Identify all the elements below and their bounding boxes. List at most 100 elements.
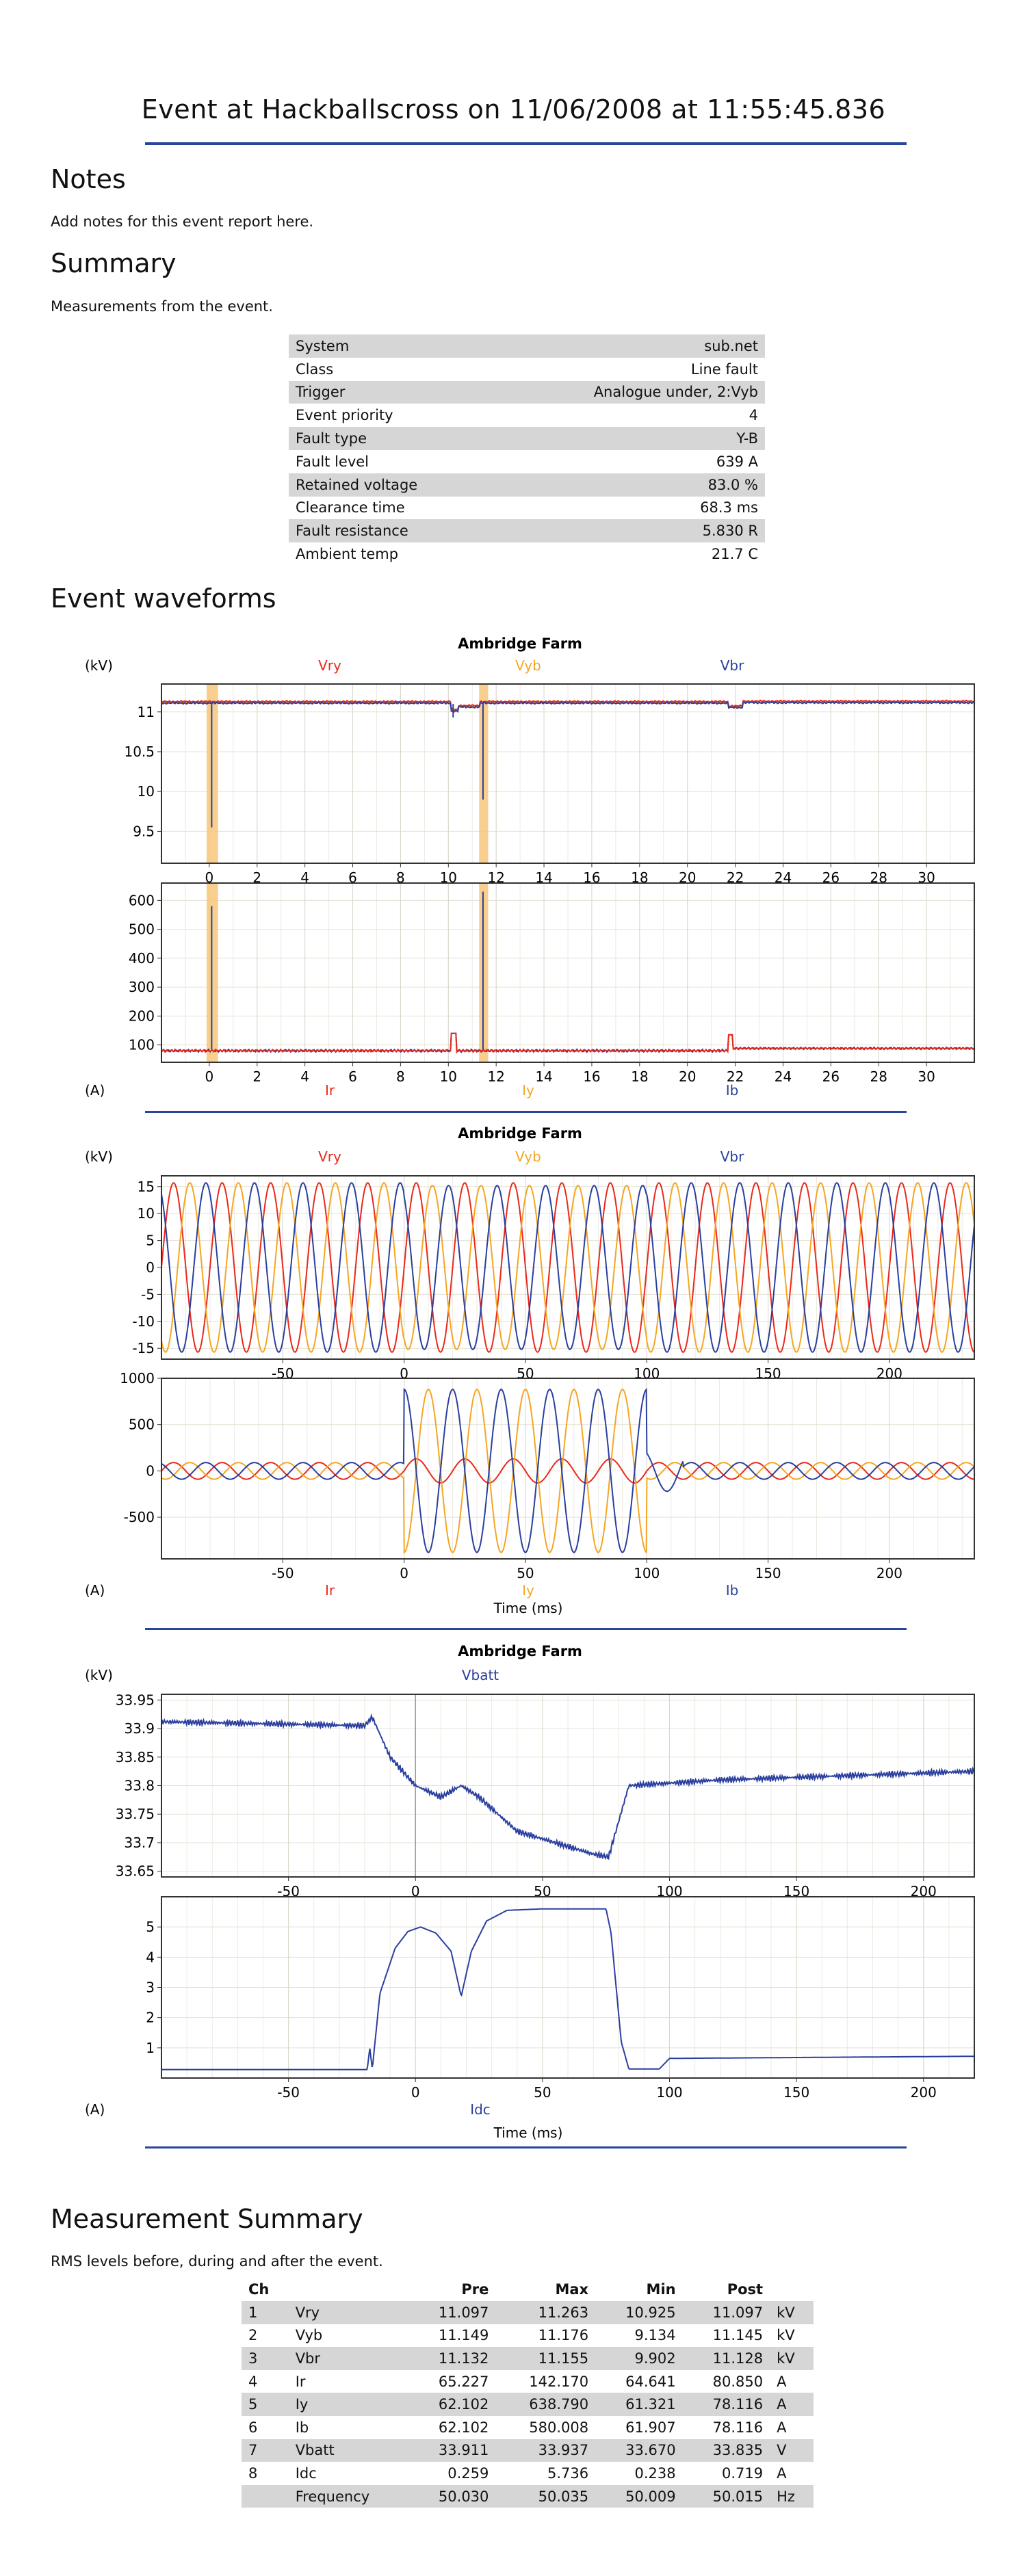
measurement-cell: 5 [242,2393,289,2416]
series-line-vbatt [161,1713,975,1861]
x-tick-label: -50 [272,1565,294,1581]
x-tick-label: 100 [656,2084,682,2101]
summary-label: System [289,334,495,358]
y-tick-label: 0 [146,1259,155,1276]
summary-label: Fault type [289,427,495,450]
y-tick-label: 100 [129,1037,155,1053]
x-tick-label: 2 [252,1068,261,1085]
y-tick-label: 33.95 [116,1692,155,1708]
legend-ib: Ib [726,1582,739,1599]
x-tick-label: 16 [583,1068,600,1085]
x-tick-label: 50 [517,1565,534,1581]
legend-vry: Vry [318,1148,341,1165]
measurement-cell: Vyb [295,2327,323,2344]
measurement-cell: 11.263 [495,2301,596,2324]
legend-iy: Iy [522,1082,534,1099]
measurement-cell: Hz [770,2484,814,2508]
y-tick-label: -10 [132,1313,155,1330]
measurement-cell: A [777,2465,787,2482]
measurement-cell: 80.850 [712,2373,764,2390]
summary-value: sub.net [494,334,765,358]
measurement-cell: A [770,2393,814,2416]
x-tick-label: 8 [396,1068,405,1085]
summary-value: 68.3 ms [700,499,758,516]
measurement-cell: 11.149 [438,2327,489,2344]
y-tick-label: 200 [129,1008,155,1024]
chart-divider [145,1628,907,1630]
measurement-cell: 62.102 [438,2419,489,2436]
y-tick-label: 5 [146,1233,155,1249]
y-tick-label: 3 [146,1980,155,1996]
notes-heading: Notes [51,164,126,194]
x-tick-label: 150 [783,2084,809,2101]
y-tick-label: 10.5 [124,744,155,760]
y-tick-label: -15 [132,1340,155,1356]
x-tick-label: 26 [822,1068,840,1085]
x-tick-label: 0 [205,869,214,886]
measurement-cell: 11.132 [408,2347,496,2370]
x-tick-label: 200 [911,2084,937,2101]
summary-value: 83.0 % [494,473,765,497]
x-tick-label: 200 [876,1565,902,1581]
summary-value: 639 A [716,453,758,470]
series-line-blue [161,1388,975,1553]
chart-title: Ambridge Farm [458,1643,582,1659]
measurement-cell: 9.134 [634,2327,676,2344]
summary-row: Trigger Analogue under, 2:Vyb [289,380,765,404]
summary-value: 21.7 C [711,546,758,563]
measurement-cell: 33.911 [408,2439,496,2462]
x-tick-label: 0 [411,2084,420,2101]
measurement-cell: 33.937 [495,2439,596,2462]
x-tick-label: 0 [400,1565,408,1581]
measurement-row: Frequency 50.030 50.035 50.009 50.015 Hz [242,2484,814,2508]
x-tick-label: 6 [348,869,357,886]
measurement-cell: 65.227 [438,2373,489,2390]
measurement-row: 3 Vbr 11.132 11.155 9.902 11.128 kV [242,2347,814,2370]
legend-iy: Iy [522,1582,534,1599]
measurement-column-header [770,2278,814,2301]
summary-value: Analogue under, 2:Vyb [494,380,765,404]
measurement-cell: 580.008 [529,2419,589,2436]
measurement-text: RMS levels before, during and after the … [51,2253,383,2270]
summary-value: 4 [749,407,758,424]
measurement-row: 5 Iy 62.102 638.790 61.321 78.116 A [242,2393,814,2416]
x-tick-label: 6 [348,1068,357,1085]
measurement-column-header [288,2278,408,2301]
measurement-cell: 6 [248,2419,258,2436]
measurement-heading: Measurement Summary [51,2204,363,2234]
y-tick-label: 500 [129,921,155,938]
y-tick-label: 1000 [120,1370,155,1386]
series-line-red [161,1182,975,1353]
y-tick-label: 33.9 [124,1720,155,1737]
legend-vry: Vry [318,657,341,674]
x-tick-label: 20 [679,1068,696,1085]
measurement-cell: 11.128 [682,2347,770,2370]
x-tick-label: 50 [534,2084,551,2101]
measurement-cell: 61.907 [625,2419,676,2436]
measurement-cell: 50.015 [682,2484,770,2508]
measurement-cell: 10.925 [595,2301,683,2324]
measurement-cell: 9.902 [595,2347,683,2370]
summary-row: Fault level 639 A [289,450,765,473]
measurement-cell: kV [770,2301,814,2324]
measurement-column-header: Min [595,2278,683,2301]
y-unit-label: (A) [85,1082,105,1099]
summary-label: Clearance time [296,499,405,516]
measurement-row: 8 Idc 0.259 5.736 0.238 0.719 A [242,2462,814,2485]
legend-vyb: Vyb [515,657,541,674]
measurement-cell: 50.035 [495,2484,596,2508]
y-tick-label: 33.85 [116,1749,155,1765]
measurement-row: 7 Vbatt 33.911 33.937 33.670 33.835 V [242,2439,814,2462]
series-line-red [161,1032,975,1054]
summary-text: Measurements from the event. [51,298,273,315]
plot-frame [161,683,975,864]
measurement-cell: 78.116 [682,2393,770,2416]
measurement-cell: 4 [248,2373,258,2390]
summary-row: Event priority 4 [289,404,765,427]
legend-ir: Ir [325,1582,335,1599]
summary-table: System sub.net Class Line fault Trigger Analo… [289,334,765,566]
x-axis-label: Time (ms) [493,2125,563,2141]
y-tick-label: -5 [141,1286,155,1302]
measurement-cell: 11.145 [712,2327,764,2344]
legend-vbr: Vbr [720,657,744,674]
